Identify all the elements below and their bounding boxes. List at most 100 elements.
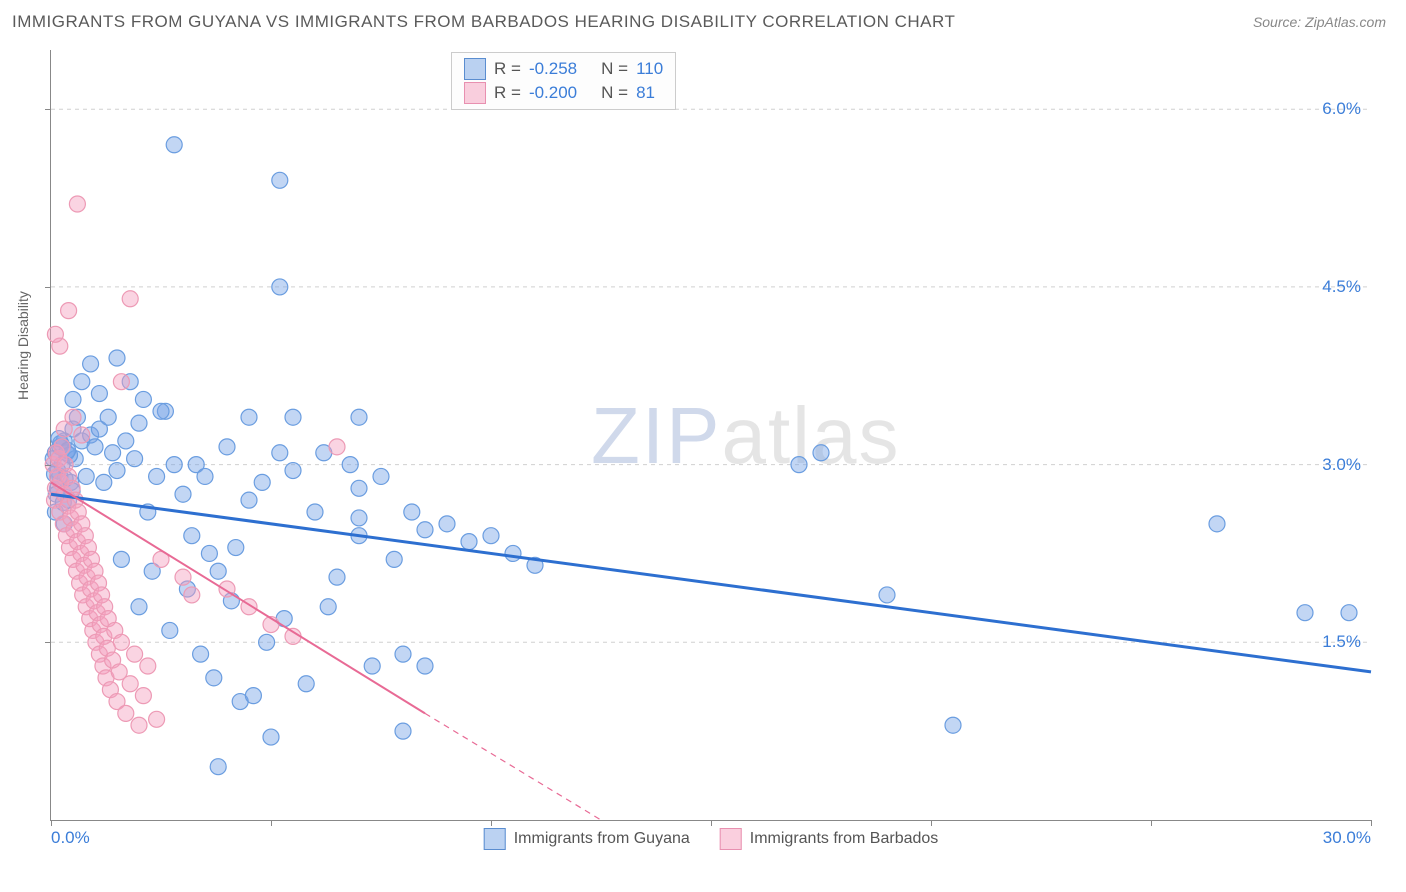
data-point (113, 374, 129, 390)
data-point (272, 445, 288, 461)
data-point (78, 468, 94, 484)
data-point (109, 350, 125, 366)
data-point (351, 480, 367, 496)
data-point (228, 540, 244, 556)
data-point (373, 468, 389, 484)
data-point (193, 646, 209, 662)
data-point (259, 634, 275, 650)
chart-title: IMMIGRANTS FROM GUYANA VS IMMIGRANTS FRO… (12, 12, 955, 32)
data-point (113, 634, 129, 650)
swatch-pink-icon (720, 828, 742, 850)
data-point (395, 646, 411, 662)
y-tick-label: 4.5% (1322, 277, 1361, 297)
series-legend: Immigrants from Guyana Immigrants from B… (484, 828, 939, 850)
trend-line-dashed (425, 713, 601, 820)
data-point (210, 563, 226, 579)
data-point (417, 658, 433, 674)
stats-legend: R = -0.258 N = 110 R = -0.200 N = 81 (451, 52, 676, 110)
data-point (285, 409, 301, 425)
legend-label-guyana: Immigrants from Guyana (514, 830, 690, 848)
data-point (210, 759, 226, 775)
data-point (945, 717, 961, 733)
data-point (395, 723, 411, 739)
data-point (87, 439, 103, 455)
data-point (166, 137, 182, 153)
x-tick-min: 0.0% (51, 828, 90, 848)
scatter-plot (51, 50, 1371, 820)
data-point (122, 291, 138, 307)
data-point (131, 717, 147, 733)
data-point (342, 457, 358, 473)
data-point (813, 445, 829, 461)
data-point (184, 587, 200, 603)
data-point (118, 705, 134, 721)
data-point (461, 534, 477, 550)
data-point (65, 409, 81, 425)
chart-area: ZIPatlas R = -0.258 N = 110 R = -0.200 N… (50, 50, 1371, 821)
data-point (241, 492, 257, 508)
data-point (298, 676, 314, 692)
data-point (61, 303, 77, 319)
data-point (69, 196, 85, 212)
data-point (96, 474, 112, 490)
r-label: R = (494, 83, 521, 103)
data-point (245, 688, 261, 704)
data-point (329, 569, 345, 585)
legend-item-barbados: Immigrants from Barbados (720, 828, 939, 850)
data-point (135, 688, 151, 704)
data-point (127, 451, 143, 467)
data-point (74, 374, 90, 390)
n-value-barbados: 81 (636, 83, 655, 103)
data-point (166, 457, 182, 473)
y-tick-label: 3.0% (1322, 455, 1361, 475)
source-label: Source: ZipAtlas.com (1253, 14, 1386, 30)
data-point (131, 415, 147, 431)
data-point (105, 445, 121, 461)
legend-item-guyana: Immigrants from Guyana (484, 828, 690, 850)
stats-row-guyana: R = -0.258 N = 110 (464, 57, 663, 81)
data-point (272, 172, 288, 188)
data-point (439, 516, 455, 532)
data-point (149, 468, 165, 484)
data-point (162, 622, 178, 638)
data-point (404, 504, 420, 520)
data-point (483, 528, 499, 544)
data-point (197, 468, 213, 484)
data-point (254, 474, 270, 490)
data-point (91, 386, 107, 402)
data-point (175, 486, 191, 502)
data-point (131, 599, 147, 615)
r-value-barbados: -0.200 (529, 83, 577, 103)
data-point (118, 433, 134, 449)
data-point (1209, 516, 1225, 532)
data-point (153, 403, 169, 419)
r-value-guyana: -0.258 (529, 59, 577, 79)
y-tick-label: 1.5% (1322, 632, 1361, 652)
stats-row-barbados: R = -0.200 N = 81 (464, 81, 663, 105)
data-point (149, 711, 165, 727)
data-point (351, 510, 367, 526)
data-point (879, 587, 895, 603)
data-point (285, 463, 301, 479)
data-point (122, 676, 138, 692)
legend-label-barbados: Immigrants from Barbados (750, 830, 939, 848)
swatch-blue-icon (484, 828, 506, 850)
data-point (241, 409, 257, 425)
data-point (47, 326, 63, 342)
data-point (386, 551, 402, 567)
y-axis-label: Hearing Disability (15, 291, 31, 400)
data-point (272, 279, 288, 295)
data-point (329, 439, 345, 455)
data-point (201, 545, 217, 561)
data-point (505, 545, 521, 561)
data-point (184, 528, 200, 544)
data-point (113, 551, 129, 567)
data-point (417, 522, 433, 538)
data-point (263, 729, 279, 745)
x-tick-max: 30.0% (1323, 828, 1371, 848)
data-point (65, 391, 81, 407)
data-point (351, 409, 367, 425)
data-point (140, 658, 156, 674)
data-point (1297, 605, 1313, 621)
data-point (127, 646, 143, 662)
